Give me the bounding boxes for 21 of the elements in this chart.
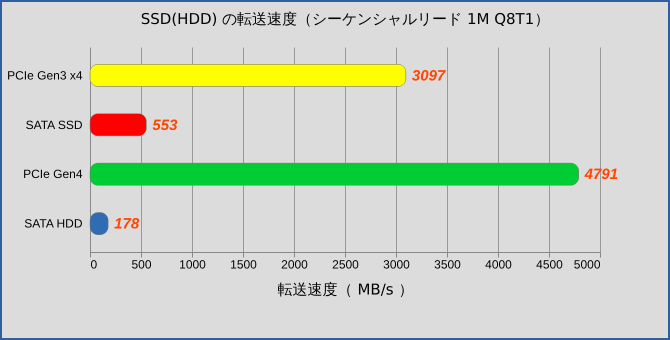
x-tick-label: 4500 — [536, 258, 564, 272]
x-tick-label: 1500 — [230, 258, 258, 272]
data-label: 553 — [152, 116, 178, 134]
data-label: 4791 — [584, 166, 618, 184]
x-axis-title: 転送速度（ MB/s ） — [278, 280, 414, 298]
chart-title: SSD(HDD) の転送速度（シーケンシャルリード 1M Q8T1） — [140, 10, 550, 28]
data-label: 3097 — [412, 67, 446, 84]
x-tick-label: 1000 — [179, 258, 206, 272]
x-tick-label: 500 — [131, 258, 152, 272]
x-tick-label: 5000 — [574, 258, 601, 272]
y-tick-label: SATA HDD — [24, 216, 83, 231]
x-tick-label: 2500 — [332, 258, 360, 272]
y-tick-label: SATA SSD — [26, 118, 83, 132]
y-tick-label: PCIe Gen4 — [23, 167, 83, 182]
x-tick-label: 0 — [90, 258, 98, 272]
x-tick-label: 3000 — [383, 258, 410, 272]
x-tick-label: 4000 — [485, 258, 512, 272]
y-tick-label: PCIe Gen3 x4 — [7, 68, 83, 82]
x-tick-label: 3500 — [434, 258, 462, 272]
x-tick-label: 2000 — [281, 258, 308, 272]
data-label: 178 — [114, 216, 140, 233]
